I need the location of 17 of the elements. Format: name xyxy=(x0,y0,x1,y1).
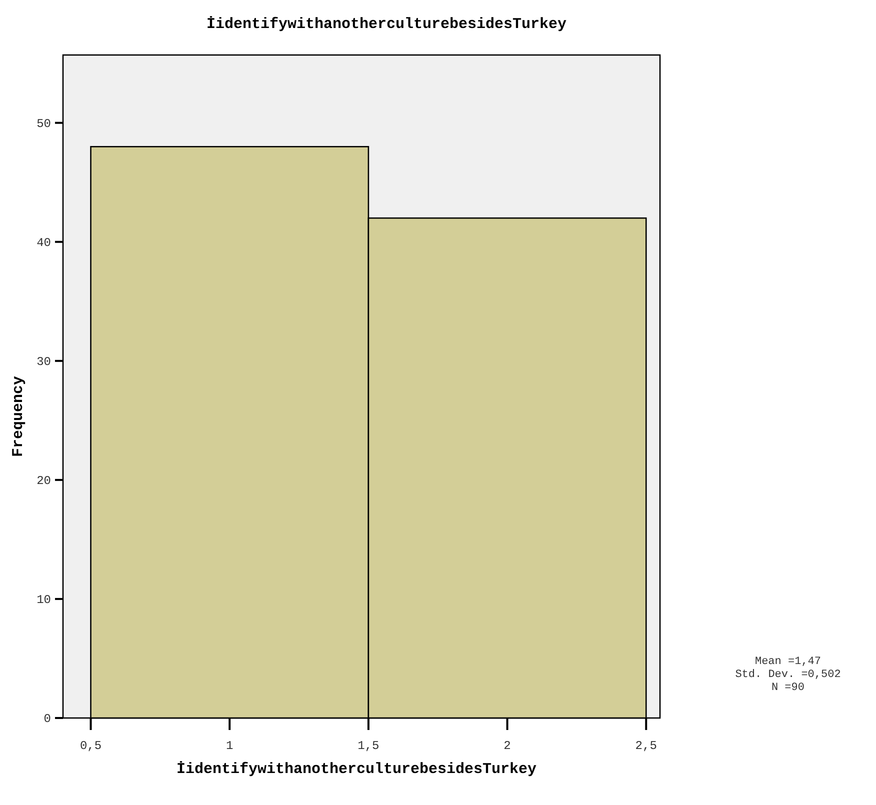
chart-title: İidentifywithanotherculturebesidesTurkey xyxy=(206,16,567,33)
y-tick-label: 30 xyxy=(36,355,51,370)
x-axis-title: İidentifywithanotherculturebesidesTurkey xyxy=(176,761,537,778)
x-tick-label: 2,5 xyxy=(635,739,657,753)
y-tick-label: 50 xyxy=(36,117,51,132)
y-tick-label: 10 xyxy=(36,593,51,608)
y-tick-label: 0 xyxy=(44,712,51,726)
text: Std. Dev. =0,502 xyxy=(735,669,841,681)
x-tick-label: 0,5 xyxy=(80,739,102,753)
x-tick-label: 1 xyxy=(226,739,234,753)
x-tick-label: 1,5 xyxy=(358,739,380,753)
y-tick-label: 20 xyxy=(36,474,51,488)
x-tick-label: 2 xyxy=(504,739,511,753)
text: N =90 xyxy=(771,682,805,694)
text: Mean =1,47 xyxy=(754,656,822,668)
y-axis-title: Frequency xyxy=(10,376,27,458)
y-tick-label: 40 xyxy=(36,236,51,250)
